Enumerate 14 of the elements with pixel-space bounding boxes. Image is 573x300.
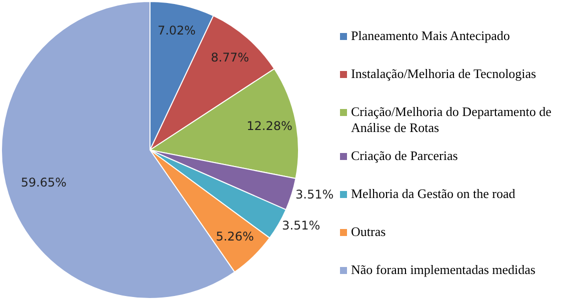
data-label: 3.51% — [296, 188, 334, 202]
legend-label: Planeamento Mais Antecipado — [351, 28, 510, 44]
data-label: 59.65% — [20, 175, 67, 190]
data-label: 3.51% — [282, 218, 320, 232]
legend-label: Melhoria da Gestão on the road — [351, 186, 516, 202]
legend-label: Não foram implementadas medidas — [351, 262, 536, 278]
legend-label: Outras — [351, 224, 386, 240]
legend-label: Instalação/Melhoria de Tecnologias — [351, 66, 536, 82]
data-label: 7.02% — [158, 23, 196, 38]
data-label: 8.77% — [210, 50, 250, 64]
data-label: 5.26% — [216, 229, 254, 244]
data-label: 12.28% — [246, 118, 292, 133]
legend-label: Criação de Parcerias — [351, 148, 458, 164]
legend-label: Criação/Melhoria do Departamento de Análise de Rotas — [351, 104, 552, 136]
